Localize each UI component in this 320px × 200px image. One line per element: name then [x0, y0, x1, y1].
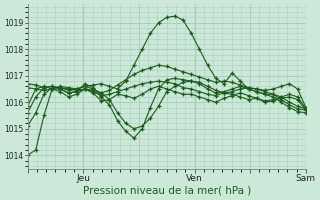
- X-axis label: Pression niveau de la mer( hPa ): Pression niveau de la mer( hPa ): [83, 186, 251, 196]
